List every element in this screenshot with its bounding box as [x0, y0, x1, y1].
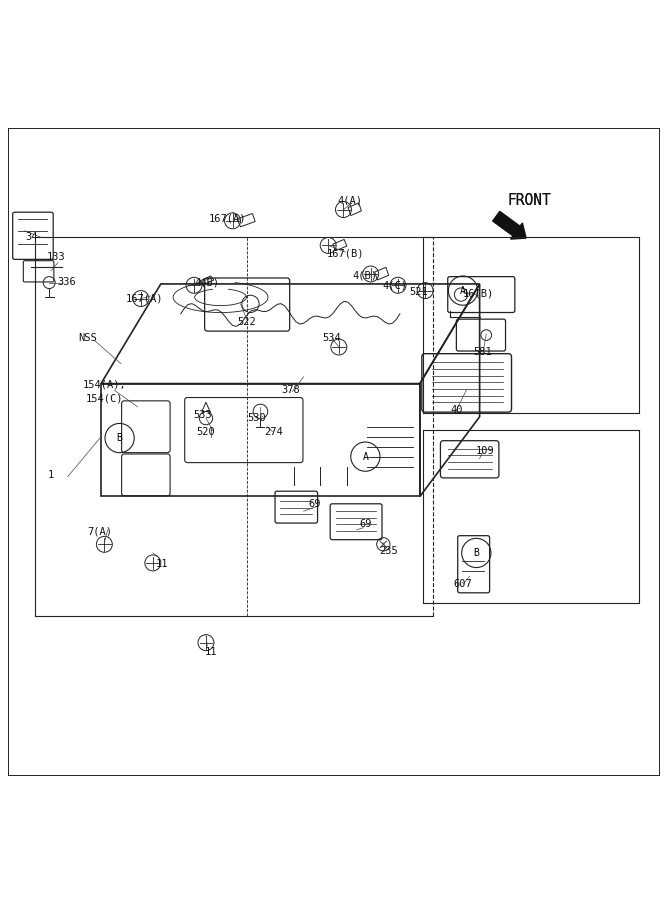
Text: 69: 69 — [359, 519, 372, 529]
Text: 1: 1 — [48, 470, 54, 480]
Text: 235: 235 — [380, 546, 398, 556]
Text: 167(B): 167(B) — [327, 248, 364, 258]
Text: FRONT: FRONT — [508, 194, 552, 209]
Text: 34: 34 — [25, 232, 37, 242]
Text: 607: 607 — [454, 580, 472, 590]
Text: 534: 534 — [323, 333, 342, 344]
Text: 109: 109 — [476, 446, 494, 456]
Text: B: B — [117, 433, 123, 443]
Text: 167(A): 167(A) — [209, 214, 246, 224]
FancyArrow shape — [493, 212, 526, 239]
Text: A: A — [460, 285, 466, 295]
Text: 167(A): 167(A) — [125, 293, 163, 303]
Text: 4(B): 4(B) — [195, 277, 220, 288]
Text: 520: 520 — [197, 428, 215, 437]
Text: 16(B): 16(B) — [463, 289, 494, 299]
Text: 154(A),: 154(A), — [83, 380, 126, 390]
Text: 533: 533 — [193, 410, 212, 420]
Text: 133: 133 — [47, 252, 65, 263]
Text: 4(C): 4(C) — [382, 280, 407, 291]
Text: 530: 530 — [247, 413, 267, 423]
Text: 69: 69 — [309, 500, 321, 509]
Text: 522: 522 — [237, 317, 257, 327]
Text: 11: 11 — [156, 559, 168, 569]
Text: A: A — [362, 452, 368, 462]
Text: 336: 336 — [57, 277, 76, 287]
Text: 274: 274 — [264, 428, 283, 437]
Text: NSS: NSS — [78, 333, 97, 344]
Text: 4(A): 4(A) — [338, 196, 363, 206]
Text: 4(B): 4(B) — [353, 270, 378, 280]
Text: 581: 581 — [474, 346, 492, 356]
Text: 11: 11 — [204, 647, 217, 657]
Text: 154(C): 154(C) — [85, 393, 123, 403]
Text: B: B — [474, 548, 480, 558]
Text: 40: 40 — [450, 405, 463, 415]
Text: 378: 378 — [281, 385, 299, 395]
Text: FRONT: FRONT — [508, 194, 552, 209]
Text: 7(A): 7(A) — [87, 526, 112, 536]
Text: 521: 521 — [409, 287, 428, 297]
